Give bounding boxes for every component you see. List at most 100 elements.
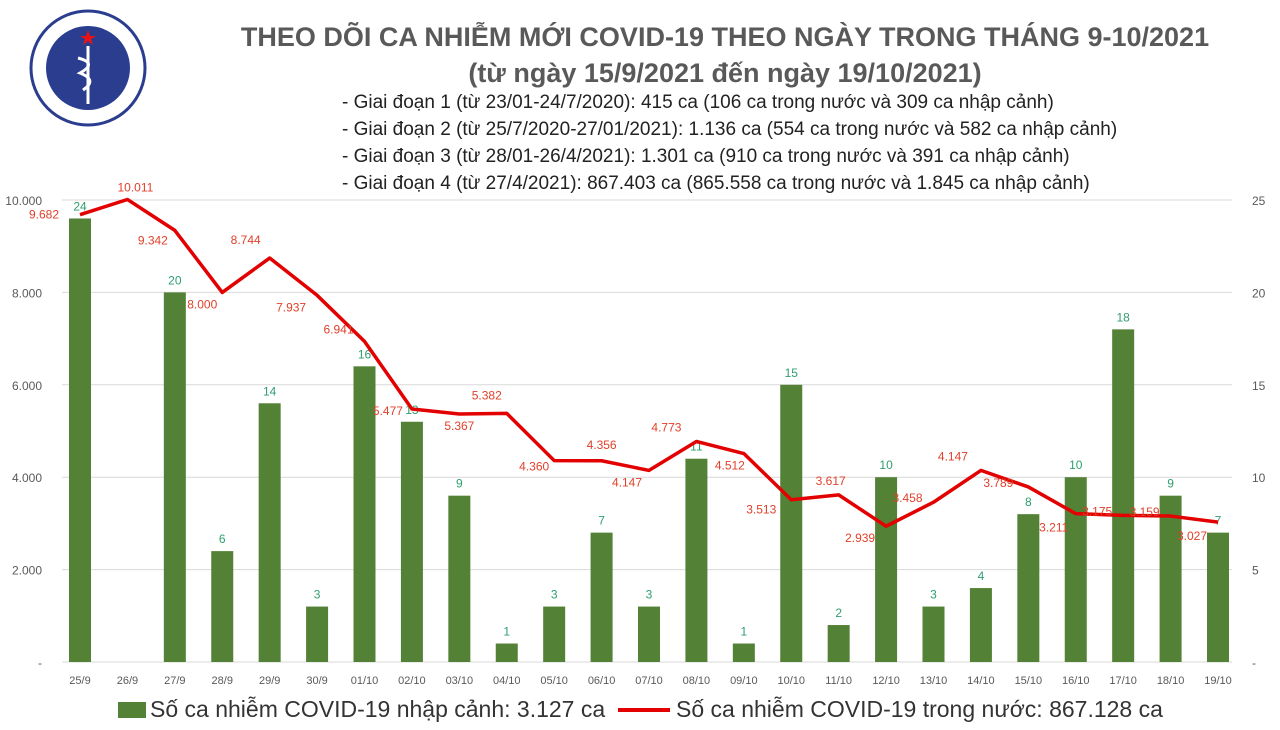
y-right-tick-label: - xyxy=(1252,656,1256,670)
y-left-tick-label: 8.000 xyxy=(12,286,42,300)
bar xyxy=(211,551,234,662)
x-tick-label: 03/10 xyxy=(446,675,474,687)
bar xyxy=(1112,329,1135,662)
line-data-label: 10.011 xyxy=(118,180,154,194)
line-data-label: 3.458 xyxy=(892,491,922,505)
bar-data-label: 24 xyxy=(73,199,87,213)
bar xyxy=(922,606,945,662)
line-data-label: 9.682 xyxy=(29,208,59,222)
x-tick-label: 15/10 xyxy=(1015,675,1043,687)
line-data-label: 5.382 xyxy=(472,388,502,402)
bar-data-label: 15 xyxy=(785,366,799,380)
bar-data-label: 3 xyxy=(314,588,321,602)
line-data-label: 2.939 xyxy=(845,531,875,545)
legend-bar: Số ca nhiễm COVID-19 nhập cảnh: 3.127 ca xyxy=(118,696,605,723)
x-tick-label: 26/9 xyxy=(117,675,138,687)
line-series xyxy=(79,197,1219,528)
x-tick-label: 30/9 xyxy=(306,675,327,687)
bar xyxy=(1064,477,1087,662)
line-data-label: 6.941 xyxy=(323,322,353,336)
line-data-label: 3.175 xyxy=(1082,504,1112,518)
y-left-tick-label: 10.000 xyxy=(5,194,42,208)
bar xyxy=(306,606,329,662)
x-tick-label: 01/10 xyxy=(351,675,379,687)
bar xyxy=(163,292,186,662)
line-data-label: 4.360 xyxy=(519,460,549,474)
bar-data-label: 8 xyxy=(1025,495,1032,509)
x-tick-label: 17/10 xyxy=(1109,675,1137,687)
bar-data-label: 20 xyxy=(168,273,182,287)
x-tick-label: 12/10 xyxy=(872,675,900,687)
x-tick-label: 07/10 xyxy=(635,675,663,687)
bar xyxy=(400,421,423,662)
legend-line: Số ca nhiễm COVID-19 trong nước: 867.128… xyxy=(618,696,1163,723)
legend-bar-label: Số ca nhiễm COVID-19 nhập cảnh: 3.127 ca xyxy=(150,696,606,722)
line-data-label: 4.512 xyxy=(715,459,745,473)
line-data-label: 4.773 xyxy=(651,420,681,434)
bar xyxy=(1159,495,1182,662)
x-tick-label: 29/9 xyxy=(259,675,280,687)
x-tick-label: 25/9 xyxy=(69,675,90,687)
bar-data-label: 3 xyxy=(551,588,558,602)
line-data-label: 3.617 xyxy=(816,474,846,488)
line-data-label: 3.211 xyxy=(1039,521,1068,535)
line-data-label: 4.147 xyxy=(612,475,642,489)
ministry-of-health-logo xyxy=(29,9,147,127)
bar xyxy=(69,218,91,663)
legend-bar-swatch xyxy=(118,701,146,718)
y-right-tick-label: 5 xyxy=(1252,564,1259,578)
y-left-tick-label: - xyxy=(38,656,42,670)
line-data-label: 3.159 xyxy=(1130,505,1160,519)
chart-subtitle: (từ ngày 15/9/2021 đến ngày 19/10/2021) xyxy=(468,58,982,88)
line-data-label: 4.147 xyxy=(938,449,968,463)
bar xyxy=(638,606,660,662)
x-tick-label: 27/9 xyxy=(164,675,185,687)
legend-line-label: Số ca nhiễm COVID-19 trong nước: 867.128… xyxy=(676,696,1163,722)
line-data-label: 7.937 xyxy=(276,300,306,314)
y-left-tick-label: 2.000 xyxy=(12,564,42,578)
bar-data-label: 1 xyxy=(503,625,510,639)
line-data-label: 8.000 xyxy=(187,297,217,311)
bar-data-label: 1 xyxy=(740,625,747,639)
x-tick-label: 02/10 xyxy=(398,675,426,687)
x-tick-label: 06/10 xyxy=(588,675,616,687)
x-tick-label: 10/10 xyxy=(777,675,805,687)
bar xyxy=(969,588,992,662)
x-tick-label: 04/10 xyxy=(493,675,521,687)
x-tick-label: 05/10 xyxy=(540,675,568,687)
bar xyxy=(685,458,708,662)
x-tick-label: 18/10 xyxy=(1157,675,1185,687)
y-right-tick-label: 10 xyxy=(1252,471,1266,485)
legend-line-swatch xyxy=(618,707,670,712)
x-tick-label: 13/10 xyxy=(920,675,948,687)
x-tick-label: 09/10 xyxy=(730,675,758,687)
bar-data-label: 10 xyxy=(879,458,893,472)
phase-4-text: - Giai đoạn 4 (từ 27/4/2021): 867.403 ca… xyxy=(342,173,1090,194)
bar-data-label: 18 xyxy=(1116,310,1130,324)
bar-data-label: 3 xyxy=(646,588,653,602)
bar-data-label: 3 xyxy=(930,588,937,602)
bar-data-label: 2 xyxy=(835,606,842,620)
bar xyxy=(590,532,613,662)
x-tick-label: 28/9 xyxy=(212,675,233,687)
bar xyxy=(732,643,755,662)
y-left-tick-label: 6.000 xyxy=(12,379,42,393)
line-data-label: 5.367 xyxy=(444,419,474,433)
line-data-label: 5.477 xyxy=(373,404,403,418)
bar-data-label: 9 xyxy=(1167,477,1174,491)
y-left-tick-label: 4.000 xyxy=(12,471,42,485)
bar-data-label: 4 xyxy=(978,569,985,583)
bar-data-label: 9 xyxy=(456,477,463,491)
y-right-tick-label: 15 xyxy=(1252,379,1266,393)
line-data-label: 9.342 xyxy=(138,233,168,247)
bar xyxy=(780,384,803,662)
phase-1-text: - Giai đoạn 1 (từ 23/01-24/7/2020): 415 … xyxy=(342,92,1054,113)
bar xyxy=(543,606,566,662)
phase-2-text: - Giai đoạn 2 (từ 25/7/2020-27/01/2021):… xyxy=(342,119,1118,140)
bar-data-label: 10 xyxy=(1069,458,1083,472)
bar xyxy=(1207,532,1229,662)
y-right-tick-label: 25 xyxy=(1252,194,1266,208)
bar xyxy=(353,366,376,662)
phase-3-text: - Giai đoạn 3 (từ 28/01-26/4/2021): 1.30… xyxy=(342,146,1070,167)
